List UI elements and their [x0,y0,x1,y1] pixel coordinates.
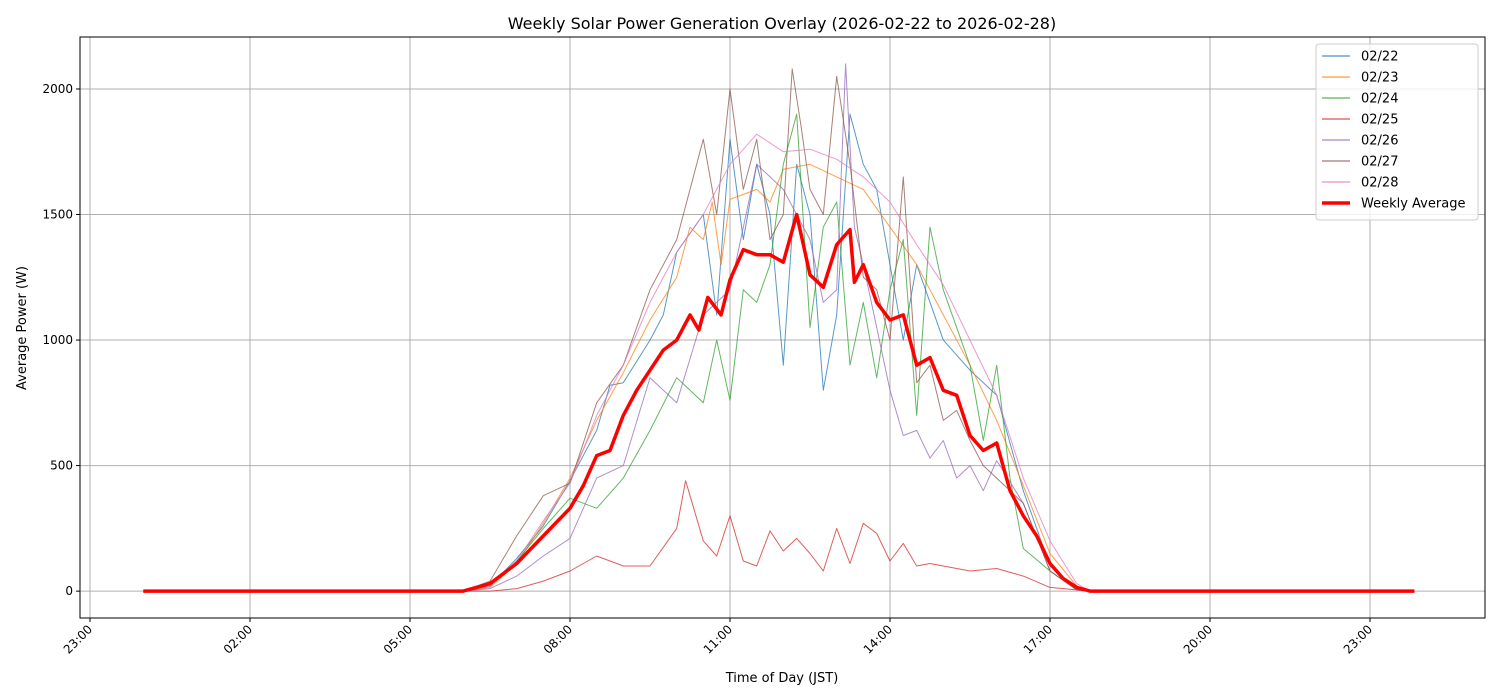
legend-label: 02/28 [1361,176,1398,191]
x-axis: 23:00 02:00 05:00 08:00 11:00 14:00 17:00 20:00… [61,618,1375,657]
y-tick-label: 1000 [42,333,73,347]
series-line-weekly-average [143,212,1415,593]
series-line-02-26 [143,63,1415,592]
x-tick-label: 23:00 [1341,622,1375,656]
legend-label: 02/27 [1361,155,1398,170]
y-tick-label: 1500 [42,208,73,222]
x-tick-label: 14:00 [861,622,895,656]
grid [80,37,1485,618]
series-group [143,63,1415,593]
series-line-02-25 [143,480,1415,592]
x-axis-label: Time of Day (JST) [725,671,839,686]
x-tick-label: 23:00 [61,622,95,656]
series-line-02-22 [143,113,1415,592]
legend-label: 02/24 [1361,92,1398,107]
series-line-02-28 [143,133,1415,592]
y-tick-label: 500 [50,459,73,473]
legend-label: 02/26 [1361,134,1398,149]
chart-title: Weekly Solar Power Generation Overlay (2… [508,14,1056,33]
legend-label: Weekly Average [1361,197,1465,212]
x-tick-label: 11:00 [701,622,735,656]
series-line-02-24 [143,113,1415,592]
x-tick-label: 17:00 [1021,622,1055,656]
x-tick-label: 08:00 [541,622,575,656]
x-tick-label: 20:00 [1181,622,1215,656]
legend: 02/22 02/23 02/24 02/25 02/26 02/27 02/28 Weekl… [1315,43,1479,221]
legend-frame [1315,43,1479,221]
x-tick-label: 05:00 [381,622,415,656]
legend-label: 02/23 [1361,71,1398,86]
legend-label: 02/25 [1361,113,1398,128]
legend-label: 02/22 [1361,50,1398,65]
series-line-02-27 [143,68,1415,592]
y-axis-label: Average Power (W) [15,266,30,390]
series-line-02-23 [143,163,1415,592]
x-tick-label: 02:00 [221,622,255,656]
y-tick-label: 0 [65,584,73,598]
plot-frame [79,36,1486,619]
y-tick-label: 2000 [42,82,73,96]
y-axis: 0 500 1000 1500 2000 [42,82,80,598]
